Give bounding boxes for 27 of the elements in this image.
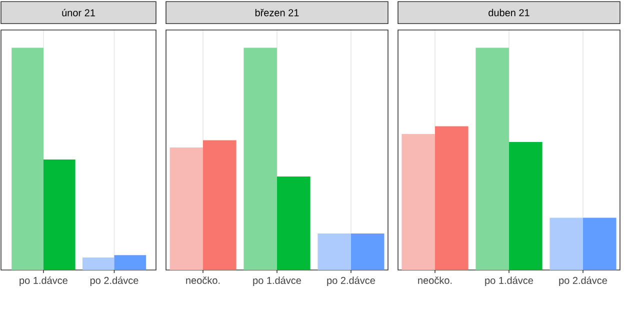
bar — [277, 176, 310, 270]
bar — [170, 148, 204, 270]
chart-title: únor 21 — [62, 8, 95, 16]
x-tick-label: neočko. — [186, 276, 220, 284]
x-tick-label: po 1.dávce — [20, 276, 68, 286]
chart-title: duben 21 — [488, 8, 530, 16]
bar — [114, 255, 146, 270]
bar — [476, 48, 510, 270]
bar — [435, 126, 468, 270]
chart-title: březen 21 — [255, 8, 299, 16]
bar — [509, 142, 542, 270]
x-tick-label: po 2.dávce — [90, 276, 138, 286]
x-tick-label: po 1.dávce — [253, 276, 302, 286]
bar — [550, 218, 584, 270]
bar — [351, 234, 384, 270]
bar — [402, 134, 436, 270]
x-tick-label: neočko. — [418, 276, 452, 284]
bar — [43, 160, 76, 270]
x-tick-label: po 2.dávce — [559, 276, 608, 286]
bar — [583, 218, 616, 270]
bar — [82, 258, 114, 270]
x-tick-label: po 1.dávce — [485, 276, 534, 286]
x-tick-label: po 2.dávce — [327, 276, 376, 286]
bar — [244, 48, 278, 270]
bar — [203, 140, 236, 270]
bar — [318, 234, 352, 270]
bar — [12, 48, 44, 270]
